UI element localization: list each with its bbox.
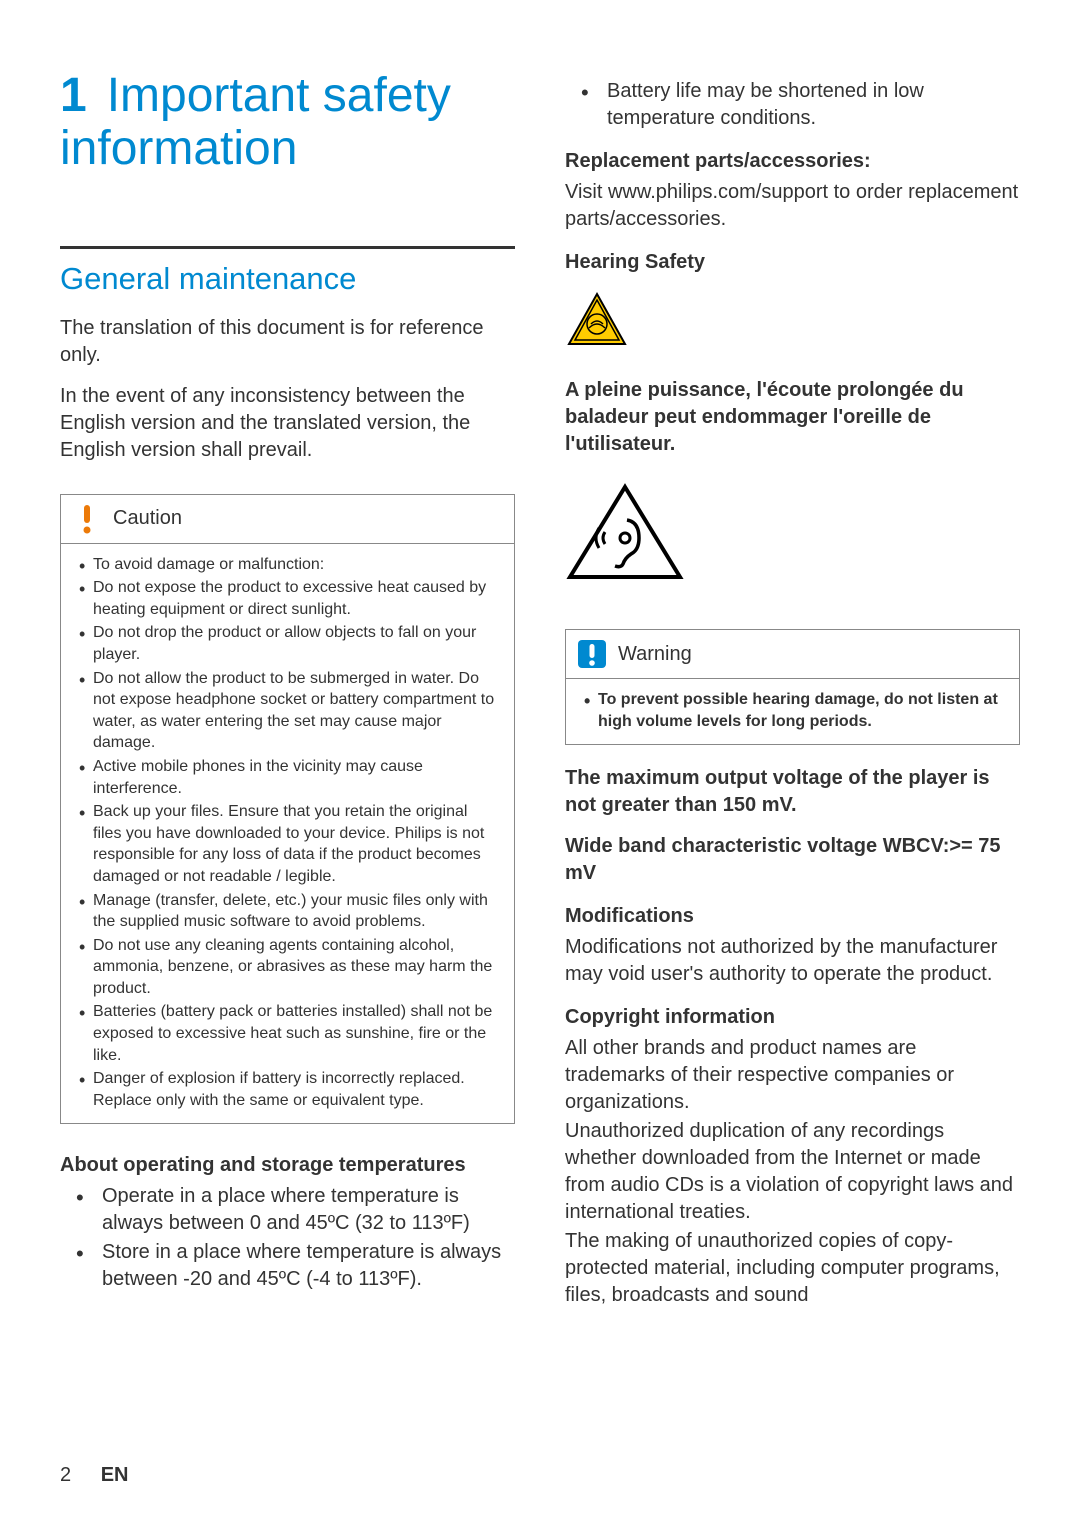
modifications-text: Modifications not authorized by the manu…	[565, 934, 1020, 988]
hearing-safety-icon	[565, 290, 629, 354]
section-title: General maintenance	[60, 261, 515, 297]
replacement-text: Visit www.philips.com/support to order r…	[565, 179, 1020, 233]
caution-item: Do not expose the product to excessive h…	[75, 577, 500, 620]
temperatures-list-continued: Battery life may be shortened in low tem…	[565, 78, 1020, 132]
caution-icon	[71, 503, 103, 535]
caution-item: Do not allow the product to be submerged…	[75, 668, 500, 754]
caution-item: Active mobile phones in the vicinity may…	[75, 756, 500, 799]
warning-label: Warning	[618, 643, 692, 666]
warning-body: To prevent possible hearing damage, do n…	[566, 678, 1019, 744]
caution-item: Manage (transfer, delete, etc.) your mus…	[75, 890, 500, 933]
caution-list: To avoid damage or malfunction: Do not e…	[75, 554, 500, 1112]
section-divider	[60, 246, 515, 249]
caution-item: Do not drop the product or allow objects…	[75, 622, 500, 665]
caution-callout: Caution To avoid damage or malfunction: …	[60, 494, 515, 1125]
temperatures-heading: About operating and storage temperatures	[60, 1154, 515, 1177]
intro-paragraph-1: The translation of this document is for …	[60, 315, 515, 369]
intro-paragraph-2: In the event of any inconsistency betwee…	[60, 383, 515, 464]
copyright-p1: All other brands and product names are t…	[565, 1035, 1020, 1116]
copyright-heading: Copyright information	[565, 1006, 1020, 1029]
temperature-item: Store in a place where temperature is al…	[60, 1239, 515, 1293]
copyright-p2: Unauthorized duplication of any recordin…	[565, 1118, 1020, 1226]
warning-header: Warning	[566, 630, 1019, 678]
page-number: 2	[60, 1464, 71, 1486]
page-footer: 2 EN	[60, 1464, 128, 1487]
caution-item: Do not use any cleaning agents containin…	[75, 935, 500, 1000]
chapter-number: 1	[60, 69, 87, 122]
caution-label: Caution	[113, 507, 182, 530]
temperatures-list: Operate in a place where temperature is …	[60, 1183, 515, 1293]
caution-item: To avoid damage or malfunction:	[75, 554, 500, 576]
chapter-title: 1Important safety information	[60, 70, 515, 176]
right-column: Battery life may be shortened in low tem…	[565, 70, 1020, 1323]
temperature-item: Battery life may be shortened in low tem…	[565, 78, 1020, 132]
language-code: EN	[101, 1464, 129, 1486]
caution-item: Back up your files. Ensure that you reta…	[75, 801, 500, 887]
chapter-title-text: Important safety information	[60, 69, 451, 175]
modifications-heading: Modifications	[565, 905, 1020, 928]
left-column: 1Important safety information General ma…	[60, 70, 515, 1323]
copyright-p3: The making of unauthorized copies of cop…	[565, 1228, 1020, 1309]
caution-item: Batteries (battery pack or batteries ins…	[75, 1001, 500, 1066]
temperature-item: Operate in a place where temperature is …	[60, 1183, 515, 1237]
hearing-triangle-icon	[565, 482, 685, 582]
warning-list: To prevent possible hearing damage, do n…	[580, 689, 1005, 732]
warning-item: To prevent possible hearing damage, do n…	[580, 689, 1005, 732]
hearing-french-text: A pleine puissance, l'écoute prolongée d…	[565, 377, 1020, 458]
page-content: 1Important safety information General ma…	[60, 70, 1020, 1323]
caution-header: Caution	[61, 495, 514, 543]
caution-body: To avoid damage or malfunction: Do not e…	[61, 543, 514, 1124]
voltage-line1: The maximum output voltage of the player…	[565, 765, 1020, 819]
replacement-heading: Replacement parts/accessories:	[565, 150, 1020, 173]
voltage-line2: Wide band characteristic voltage WBCV:>=…	[565, 833, 1020, 887]
warning-icon	[576, 638, 608, 670]
caution-item: Danger of explosion if battery is incorr…	[75, 1068, 500, 1111]
hearing-heading: Hearing Safety	[565, 251, 1020, 274]
warning-callout: Warning To prevent possible hearing dama…	[565, 629, 1020, 745]
